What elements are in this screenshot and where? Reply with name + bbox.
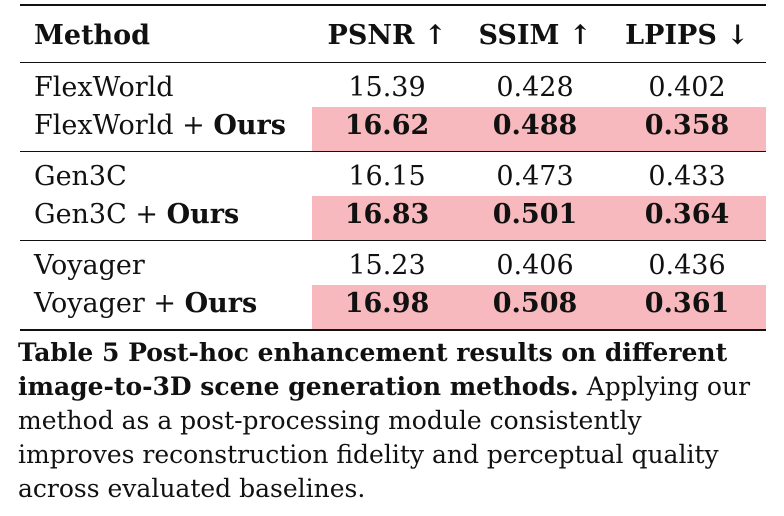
table-row-baseline: FlexWorld 15.39 0.428 0.402 <box>20 63 766 108</box>
lpips-cell-highlighted: 0.364 <box>608 196 766 241</box>
ssim-cell-highlighted: 0.501 <box>462 196 608 241</box>
psnr-cell: 15.39 <box>348 72 426 103</box>
ssim-cell: 0.473 <box>496 161 574 192</box>
ssim-cell: 0.428 <box>496 72 574 103</box>
table-body: FlexWorld 15.39 0.428 0.402 FlexWorld + … <box>20 63 766 331</box>
table-row-ours: FlexWorld + Ours 16.62 0.488 0.358 <box>20 107 766 152</box>
table-header: Method PSNR ↑ SSIM ↑ LPIPS ↓ <box>20 4 766 63</box>
ours-label: Ours <box>213 110 286 141</box>
header-ssim: SSIM ↑ <box>462 4 608 63</box>
ssim-cell-highlighted: 0.508 <box>462 285 608 331</box>
method-cell: Gen3C <box>34 161 127 192</box>
method-cell: Gen3C + Ours <box>20 196 312 241</box>
ours-label: Ours <box>184 288 258 319</box>
results-table-container: Method PSNR ↑ SSIM ↑ LPIPS ↓ FlexWorld 1… <box>20 4 766 331</box>
table-row-baseline: Gen3C 16.15 0.473 0.433 <box>20 152 766 197</box>
caption-body: Applying our method as a post-processing… <box>18 372 751 503</box>
psnr-cell-highlighted: 16.62 <box>312 107 462 152</box>
results-table: Method PSNR ↑ SSIM ↑ LPIPS ↓ FlexWorld 1… <box>20 4 766 331</box>
method-cell: FlexWorld + Ours <box>20 107 312 152</box>
header-lpips: LPIPS ↓ <box>608 4 766 63</box>
lpips-cell-highlighted: 0.361 <box>608 285 766 331</box>
lpips-cell: 0.436 <box>648 250 726 281</box>
psnr-cell-highlighted: 16.83 <box>312 196 462 241</box>
header-row: Method PSNR ↑ SSIM ↑ LPIPS ↓ <box>20 4 766 63</box>
header-method: Method <box>20 4 312 63</box>
table-row-ours: Voyager + Ours 16.98 0.508 0.361 <box>20 285 766 331</box>
caption-title: Table 5 Post-hoc enhancement results on … <box>18 338 728 401</box>
ssim-cell: 0.406 <box>496 250 574 281</box>
psnr-cell-highlighted: 16.98 <box>312 285 462 331</box>
table-caption: Table 5 Post-hoc enhancement results on … <box>18 336 758 506</box>
psnr-cell: 16.15 <box>348 161 426 192</box>
header-psnr: PSNR ↑ <box>312 4 462 63</box>
lpips-cell: 0.402 <box>648 72 726 103</box>
method-cell: FlexWorld <box>34 72 174 103</box>
table-row-baseline: Voyager 15.23 0.406 0.436 <box>20 241 766 286</box>
method-prefix: FlexWorld + <box>34 110 214 141</box>
ssim-cell-highlighted: 0.488 <box>462 107 608 152</box>
ours-label: Ours <box>166 199 240 230</box>
psnr-cell: 15.23 <box>348 250 426 281</box>
method-cell: Voyager <box>34 250 145 281</box>
method-prefix: Voyager + <box>34 288 185 319</box>
table-row-ours: Gen3C + Ours 16.83 0.501 0.364 <box>20 196 766 241</box>
method-cell: Voyager + Ours <box>20 285 312 331</box>
method-prefix: Gen3C + <box>34 199 167 230</box>
lpips-cell-highlighted: 0.358 <box>608 107 766 152</box>
lpips-cell: 0.433 <box>648 161 726 192</box>
